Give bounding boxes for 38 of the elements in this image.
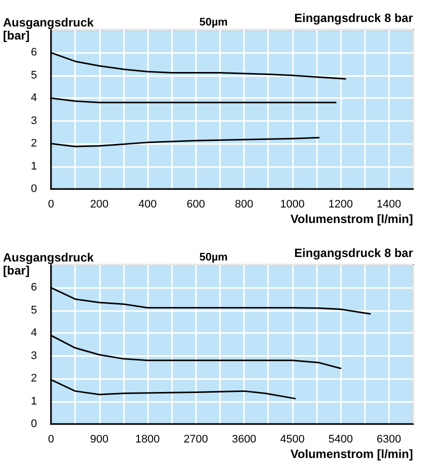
y-tick-label: 2: [30, 138, 37, 150]
y-tick-label: 4: [30, 92, 37, 104]
x-tick-label: 1200: [328, 198, 353, 210]
chart-title: 50µm: [199, 16, 228, 28]
x-tick-label: 5400: [328, 434, 353, 446]
x-tick-label: 1000: [280, 198, 305, 210]
y-axis-title: Ausgangsdruck [bar]: [3, 16, 94, 42]
text: Eingangsdruck 8 bar: [294, 11, 414, 25]
x-tick-label: 1400: [376, 198, 402, 210]
x-axis-title: Volumenstrom [l/min]: [290, 212, 413, 226]
y-tick-label: 0: [30, 183, 37, 195]
chart-title: 50µm: [199, 252, 228, 264]
x-tick-label: 600: [186, 198, 205, 210]
y-tick-label: 2: [30, 372, 37, 385]
y-axis-title: Ausgangsdruck [bar]: [3, 250, 94, 278]
text: Eingangsdruck 8 bar: [294, 246, 414, 260]
x-tick-label: 6300: [376, 434, 402, 446]
y-tick-label: 3: [30, 114, 37, 127]
x-tick-label: 0: [48, 198, 54, 210]
y-tick-label: 5: [30, 304, 37, 316]
y-tick-label: 6: [30, 46, 37, 59]
x-tick-label: 1800: [135, 434, 160, 446]
x-tick-label: 200: [90, 198, 108, 210]
x-tick-label: 3600: [232, 434, 256, 446]
y-tick-label: 3: [30, 350, 37, 362]
y-tick-label: 1: [30, 395, 37, 408]
x-tick-label: 900: [90, 434, 108, 446]
y-tick-label: 0: [30, 418, 37, 430]
y-tick-label: 1: [30, 160, 37, 172]
y-tick-label: 6: [30, 282, 37, 294]
x-tick-label: 4500: [280, 434, 305, 446]
x-tick-label: 400: [138, 198, 157, 210]
x-tick-label: 800: [234, 198, 254, 210]
x-axis-title: Volumenstrom [l/min]: [290, 447, 413, 461]
x-tick-label: 0: [48, 434, 54, 446]
x-tick-label: 2700: [184, 434, 208, 446]
y-tick-label: 4: [30, 327, 37, 340]
y-tick-label: 5: [30, 69, 37, 82]
